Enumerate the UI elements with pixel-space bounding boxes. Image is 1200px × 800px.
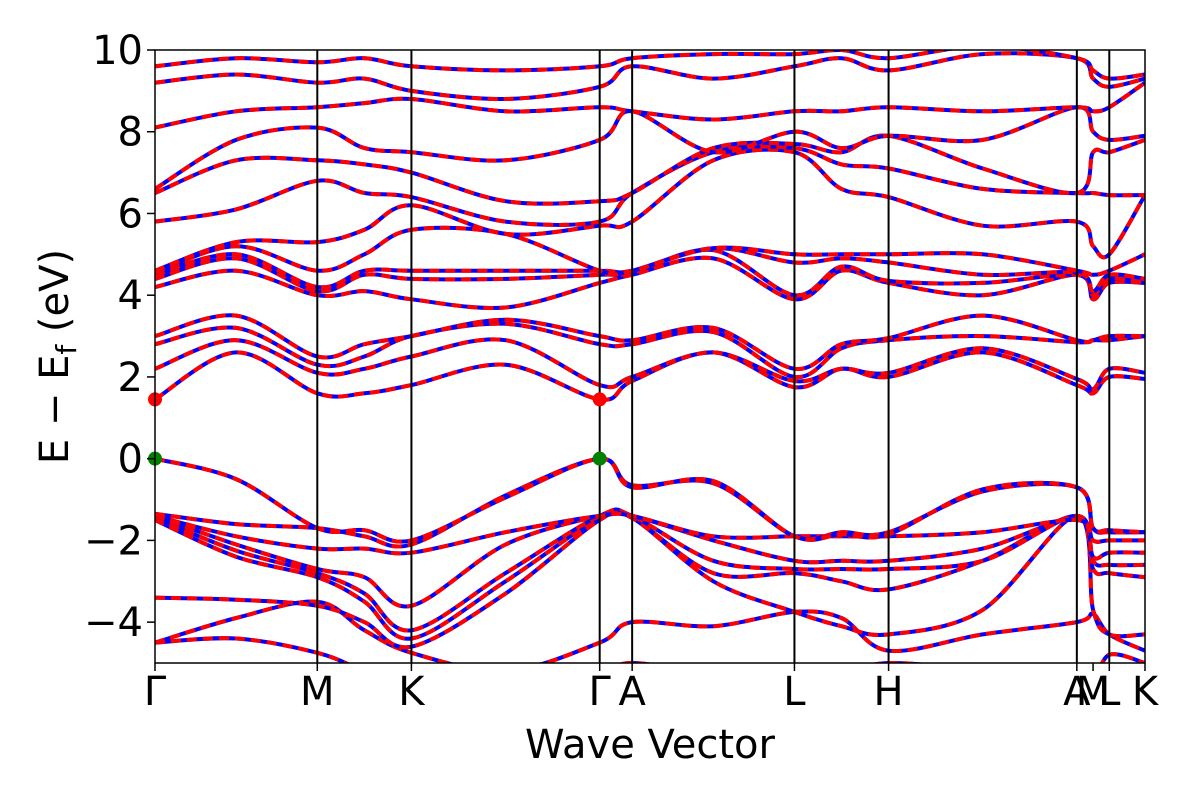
x-tick-label-1: M xyxy=(300,669,335,715)
x-tick-label-6: H xyxy=(874,669,904,715)
x-tick-label-10: K xyxy=(1132,669,1160,715)
band-19-series-2 xyxy=(155,133,1145,206)
y-tick-label-6: 8 xyxy=(118,110,143,156)
symmetry-lines-layer xyxy=(316,50,1111,663)
band-21-series-2 xyxy=(155,81,1145,130)
band-1-series-2 xyxy=(155,599,1145,663)
x-tick-label-4: A xyxy=(618,669,646,715)
band-10-series-2 xyxy=(155,337,1145,392)
band-22-series-2 xyxy=(155,51,1145,102)
band-extremum-marker-3 xyxy=(592,392,607,407)
y-ticks-layer: −4 −2 0 2 4 6 8 10 xyxy=(84,28,155,646)
y-axis-title: E − Ef (eV) xyxy=(32,249,83,464)
y-tick-label-2: 0 xyxy=(118,437,143,483)
y-tick-label-5: 6 xyxy=(118,191,143,237)
band-20-series-2 xyxy=(155,105,1145,191)
x-tick-label-9: L xyxy=(1098,669,1121,715)
band-16-series-2 xyxy=(155,225,1145,277)
band-17-series-2 xyxy=(155,147,1145,273)
y-axis-title-subscript: f xyxy=(50,344,83,355)
x-tick-label-3: Γ xyxy=(589,669,612,715)
band-1-series-1 xyxy=(155,599,1145,663)
band-extremum-marker-1 xyxy=(592,451,607,466)
plot-frame xyxy=(154,49,1146,664)
band-10-series-1 xyxy=(155,337,1145,392)
bands-layer xyxy=(155,50,1145,663)
band-8-series-2 xyxy=(155,456,1145,544)
y-axis-title-main: E − E xyxy=(32,355,78,465)
x-tick-label-5: L xyxy=(783,669,806,715)
x-axis-title: Wave Vector xyxy=(525,722,776,768)
markers-layer xyxy=(148,392,607,466)
x-tick-label-7: A xyxy=(1063,669,1091,715)
x-ticks-layer: Γ M K Γ A L H AML K xyxy=(144,663,1160,715)
x-tick-label-2: K xyxy=(398,669,426,715)
y-tick-label-7: 10 xyxy=(92,28,143,74)
y-tick-label-1: −2 xyxy=(84,518,143,564)
x-tick-label-0: Γ xyxy=(144,669,167,715)
band-23-series-2 xyxy=(155,50,1145,81)
y-axis-title-unit: (eV) xyxy=(32,249,78,345)
y-tick-label-4: 4 xyxy=(118,273,143,319)
y-tick-label-0: −4 xyxy=(84,600,143,646)
band-19-series-1 xyxy=(155,133,1145,206)
y-tick-label-3: 2 xyxy=(118,355,143,401)
x-tick-label-8: M xyxy=(1076,669,1111,715)
